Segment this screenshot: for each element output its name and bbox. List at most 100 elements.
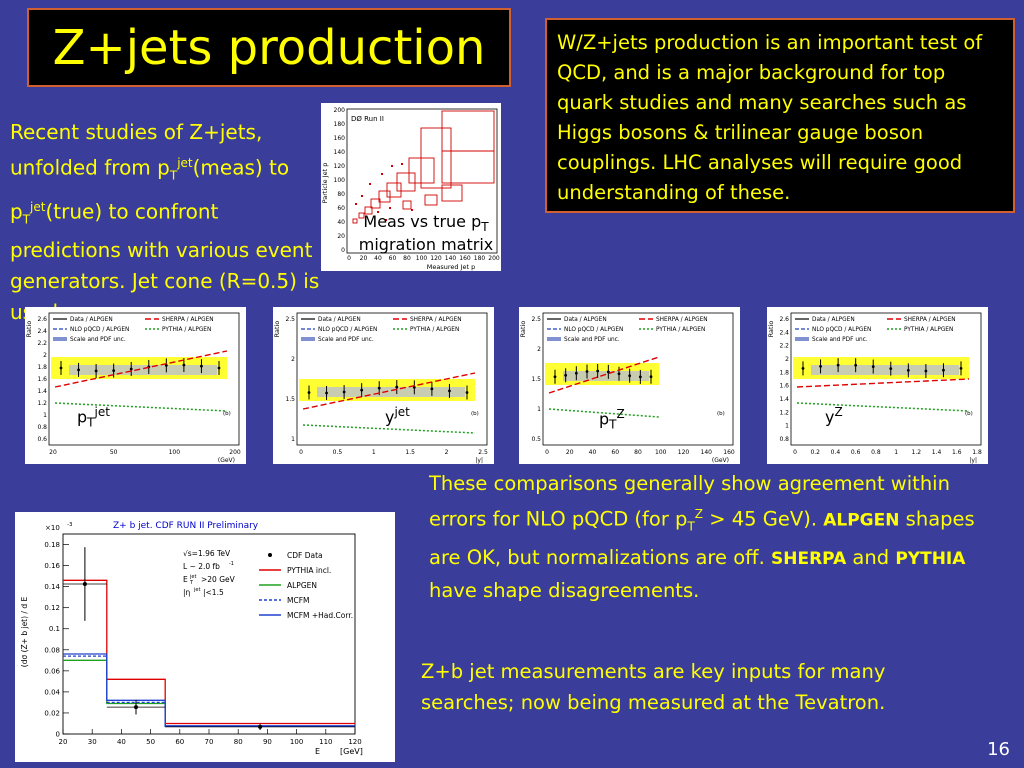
data-point [377, 386, 381, 390]
migration-ytick: 0 [341, 247, 345, 254]
data-point [924, 369, 928, 373]
ratio-xtick: 160 [723, 449, 735, 456]
ratio-ytick: 1.6 [779, 383, 789, 390]
ratio-legend-entry: SHERPA / ALPGEN [410, 317, 462, 323]
pythia-label: PYTHIA [895, 549, 966, 570]
cdf-xtick: 120 [348, 738, 361, 746]
cdf-xtick: 90 [263, 738, 272, 746]
data-point [649, 375, 653, 379]
zb-text: Z+b jet measurements are key inputs for … [421, 660, 886, 714]
ratio-ytick: 0.8 [37, 424, 47, 431]
cdf-ytick: 0.12 [44, 604, 60, 612]
comparisons-text: These comparisons generally show agreeme… [429, 472, 975, 603]
cdf-legend-swatch [268, 553, 272, 557]
ratio-legend-entry: Scale and PDF unc. [318, 337, 374, 343]
ratio-ytick: 1.8 [37, 364, 47, 371]
ratio-ytick: 0.5 [531, 436, 541, 443]
ratio-legend-entry: PYTHIA / ALPGEN [904, 327, 953, 333]
migration-xlabel: Measured Jet p [427, 263, 475, 271]
migration-xtick: 120 [430, 255, 442, 262]
slide-title-box: Z+jets production [27, 8, 511, 87]
ratio-xtick: 100 [655, 449, 667, 456]
ratio-xtick: 1.2 [912, 449, 922, 456]
migration-ytick: 180 [334, 121, 346, 128]
ratio-ytick: 1.4 [779, 396, 789, 403]
ratio-ytick: 1.2 [37, 400, 47, 407]
cdf-scale: ×10 [45, 524, 60, 532]
ratio-legend-entry: SHERPA / ALPGEN [656, 317, 708, 323]
ratio-ytick: 2.2 [779, 343, 789, 350]
cdf-xtick: 40 [117, 738, 126, 746]
cdf-data-point [82, 582, 87, 586]
data-point [801, 367, 805, 370]
migration-ytick: 140 [334, 149, 346, 156]
ratio-ytick: 2 [43, 352, 47, 359]
cdf-info-eta: |η [183, 588, 191, 597]
sherpa-curve [548, 356, 660, 394]
data-point [906, 368, 910, 372]
cdf-legend-entry: ALPGEN [287, 581, 317, 590]
cdf-ytick: 0.1 [49, 625, 60, 633]
ratio-xtick: 0.4 [831, 449, 841, 456]
ratio-legend-entry: NLO pQCD / ALPGEN [318, 327, 377, 333]
ratio-xunit: |y| [969, 457, 977, 464]
ratio-xtick: 1.6 [952, 449, 962, 456]
cdf-info-et-sup: jet [189, 574, 196, 580]
ratio-ytick: 2.4 [37, 328, 47, 335]
ratio-xtick: 0.5 [333, 449, 343, 456]
cdf-xtick: 50 [146, 738, 155, 746]
ratio-ytick: 1.6 [37, 376, 47, 383]
cdf-legend-entry: MCFM [287, 596, 310, 605]
data-point [585, 370, 589, 373]
cdf-legend-entry: MCFM +Had.Corr. [287, 611, 353, 620]
migration-xtick: 0 [347, 255, 351, 262]
ratio-legend-entry: NLO pQCD / ALPGEN [812, 327, 871, 333]
ratio-xtick: 0.6 [851, 449, 861, 456]
migration-xtick: 200 [488, 255, 500, 262]
data-point [465, 391, 469, 394]
ratio-legend-entry: Data / ALPGEN [564, 317, 607, 323]
cdf-xlabel: E [315, 747, 320, 756]
migration-xtick: 60 [389, 255, 397, 262]
ratio-legend-entry: Data / ALPGEN [70, 317, 113, 323]
ratio-xtick: 1 [894, 449, 898, 456]
cdf-xtick: 20 [59, 738, 68, 746]
scale-pdf-band [563, 371, 649, 381]
ratio-legend-entry: NLO pQCD / ALPGEN [564, 327, 623, 333]
scale-pdf-band [811, 365, 959, 375]
ratio-plot-label: pTZ [599, 407, 625, 432]
ratio-ytick: 2.6 [37, 316, 47, 323]
cdf-xtick: 70 [205, 738, 214, 746]
cdf-legend-entry: PYTHIA incl. [287, 566, 331, 575]
ratio-ytick: 1.5 [531, 376, 541, 383]
cdf-ytick: 0 [56, 731, 60, 739]
pythia-curve [302, 424, 476, 434]
data-point [412, 385, 416, 389]
data-point [94, 369, 98, 373]
data-point [59, 366, 63, 370]
run-label: DØ Run II [351, 115, 384, 123]
migration-ytick: 20 [337, 233, 345, 240]
data-point [628, 374, 632, 378]
ratio-legend-entry: Data / ALPGEN [318, 317, 361, 323]
ratio-legend-entry: Data / ALPGEN [812, 317, 855, 323]
page-number: 16 [987, 739, 1010, 760]
data-point [164, 363, 168, 367]
ratio-ytick: 2.2 [37, 340, 47, 347]
cdf-ytick: 0.04 [44, 688, 60, 696]
cdf-info-eta-rest: |<1.5 [203, 588, 224, 597]
cdf-scale-exp: -3 [67, 522, 73, 528]
ratio-xtick: 0 [299, 449, 303, 456]
migration-xtick: 40 [374, 255, 382, 262]
data-point [871, 365, 875, 369]
migration-xtick: 180 [474, 255, 486, 262]
ratio-xtick: 80 [634, 449, 642, 456]
cdf-ytick: 0.16 [44, 562, 60, 570]
cdf-info-eta-sup: jet [193, 587, 200, 593]
ratio-legend-entry: Scale and PDF unc. [564, 337, 620, 343]
ratio-ytick: 2.5 [531, 316, 541, 323]
data-point [395, 385, 399, 389]
pythia-curve [54, 402, 228, 412]
cdf-title: Z+ b jet. CDF RUN II Preliminary [113, 521, 259, 531]
cdf-series-mcfmhadcorr [63, 653, 355, 727]
